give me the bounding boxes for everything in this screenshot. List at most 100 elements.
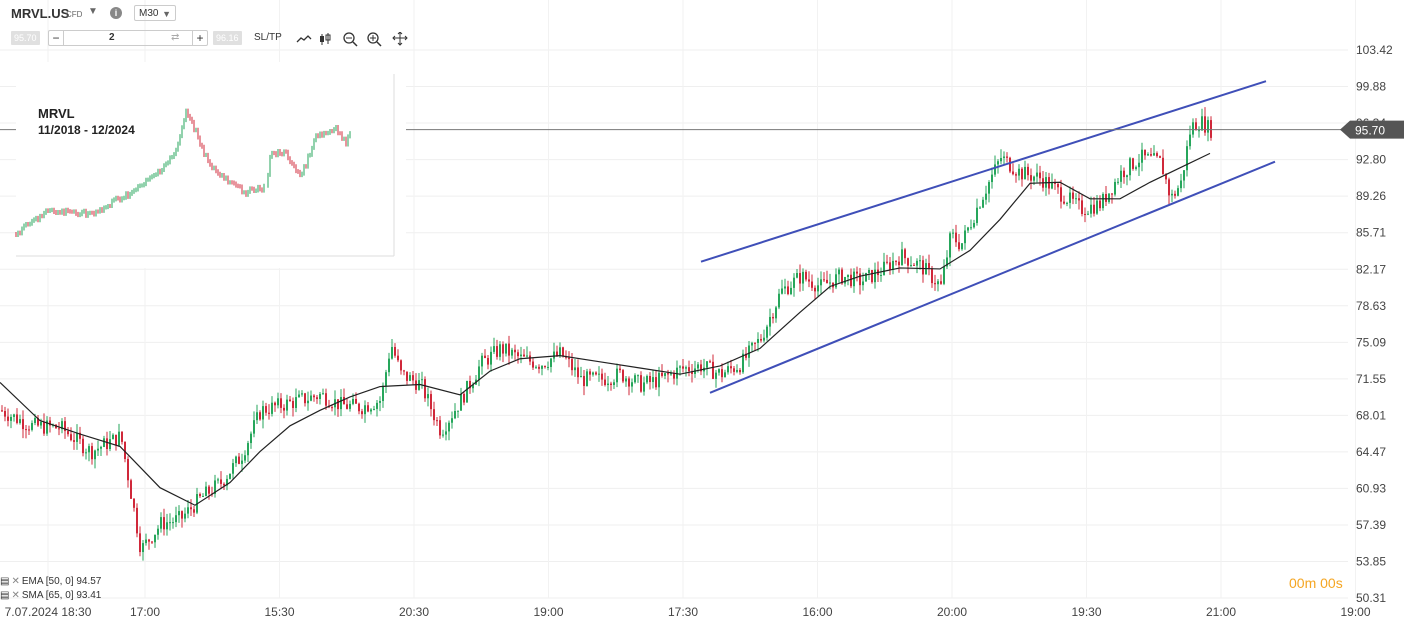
symbol-label[interactable]: MRVL.US: [11, 6, 70, 21]
candle-body: [370, 409, 372, 412]
candle-body: [253, 420, 255, 434]
sell-price[interactable]: 95.70: [11, 31, 40, 45]
settings-icon[interactable]: ▤: [0, 590, 10, 601]
y-tick-label: 68.01: [1356, 408, 1386, 422]
candle-body: [991, 174, 993, 183]
toolbar: MRVL.US CFD ▼ i M30 ▼ 95.70 − 2 ⇄ + 96.1…: [0, 0, 420, 60]
candle-body: [718, 369, 720, 373]
candle-body: [889, 262, 891, 270]
indicator-ema[interactable]: ▤ ✕ EMA [50, 0] 94.57: [0, 576, 101, 587]
candle-body: [649, 376, 651, 383]
candle-body: [796, 273, 798, 278]
line-chart-icon: [296, 35, 312, 43]
candle-body: [586, 371, 588, 387]
candle-body: [40, 421, 42, 426]
candle-body: [1174, 193, 1176, 196]
candle-body: [37, 418, 39, 426]
buy-price[interactable]: 96.16: [213, 31, 242, 45]
y-tick-label: 50.31: [1356, 591, 1386, 605]
candle-body: [883, 261, 885, 275]
candle-body: [1015, 174, 1017, 176]
candle-body: [907, 258, 909, 266]
candle-body: [4, 410, 6, 417]
candle-body: [451, 418, 453, 423]
swap-icon[interactable]: ⇄: [171, 32, 180, 43]
candle-body: [1, 410, 3, 412]
candle-body: [1186, 146, 1188, 171]
candle-body: [859, 273, 861, 286]
candle-body: [652, 377, 654, 383]
candle-body: [250, 433, 252, 444]
candle-body: [595, 372, 597, 375]
candle-body: [1009, 157, 1011, 172]
sltp-button[interactable]: SL/TP: [254, 32, 282, 43]
candle-body: [550, 358, 552, 367]
zoom-out-icon: [343, 32, 358, 47]
indicator-sma[interactable]: ▤ ✕ SMA [65, 0] 93.41: [0, 590, 101, 601]
minus-icon[interactable]: −: [49, 31, 64, 45]
candle-body: [76, 432, 78, 442]
candle-body: [937, 281, 939, 285]
candle-body: [625, 378, 627, 382]
candle-body: [655, 377, 657, 388]
volume-value[interactable]: 2: [109, 32, 115, 43]
candle-body: [682, 366, 684, 369]
candle-body: [691, 371, 693, 374]
candle-body: [988, 182, 990, 194]
chevron-down-icon[interactable]: ▼: [88, 6, 98, 17]
candle-body: [664, 373, 666, 376]
candle-body: [631, 382, 633, 387]
candle-body: [1162, 157, 1164, 175]
candle-body: [574, 367, 576, 371]
candle-body: [1129, 158, 1131, 176]
close-icon[interactable]: ✕: [11, 576, 20, 587]
candle-body: [748, 345, 750, 358]
candle-body: [1207, 120, 1209, 133]
candle-body: [118, 431, 120, 446]
candle-body: [1141, 149, 1143, 163]
candle-body: [1012, 171, 1014, 175]
candle-body: [526, 355, 528, 357]
candle-body: [535, 366, 537, 368]
plus-icon[interactable]: +: [192, 31, 207, 45]
candle-body: [1120, 170, 1122, 182]
candle-body: [958, 242, 960, 250]
candle-body: [133, 498, 135, 508]
settings-icon[interactable]: ▤: [0, 576, 10, 587]
candle-body: [112, 434, 114, 440]
candle-body: [499, 344, 501, 357]
candle-body: [1135, 167, 1137, 169]
x-tick-label: 21:00: [1206, 605, 1236, 619]
close-icon[interactable]: ✕: [11, 590, 20, 601]
candle-body: [424, 379, 426, 399]
candle-body: [928, 263, 930, 269]
candle-body: [1027, 166, 1029, 176]
info-icon[interactable]: i: [110, 7, 122, 19]
candle-body: [442, 434, 444, 436]
x-tick-label: 17:00: [130, 605, 160, 619]
zoom-in-icon: [367, 32, 382, 47]
candle-body: [85, 452, 87, 454]
candle-body: [439, 420, 441, 436]
candle-body: [910, 264, 912, 266]
candle-body: [628, 378, 630, 387]
candle-body: [223, 483, 225, 486]
candle-body: [364, 405, 366, 415]
candle-body: [1201, 116, 1203, 131]
crosshair-icon: [392, 32, 408, 46]
candle-body: [169, 522, 171, 524]
candle-body: [1063, 201, 1065, 204]
candle-body: [1114, 181, 1116, 195]
candle-body: [1072, 192, 1074, 199]
candle-body: [1171, 193, 1173, 196]
candle-body: [1039, 172, 1041, 179]
inset-title: MRVL: [38, 106, 75, 121]
volume-stepper[interactable]: − 2 ⇄ +: [48, 30, 208, 46]
timeframe-select[interactable]: M30 ▼: [134, 5, 176, 21]
candle-body: [430, 394, 432, 410]
candle-body: [742, 353, 744, 373]
candle-body: [1102, 193, 1104, 209]
candle-body: [814, 287, 816, 292]
candle-body: [178, 511, 180, 516]
